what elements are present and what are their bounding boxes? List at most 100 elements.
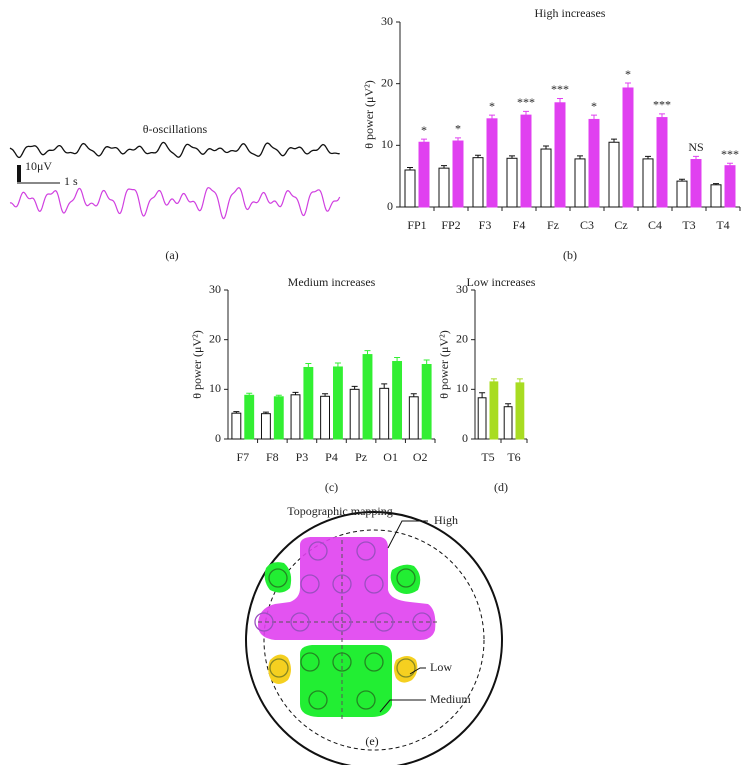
y-axis-label: θ power (μV²) bbox=[437, 330, 451, 398]
bar bbox=[231, 412, 242, 440]
error-bar bbox=[516, 378, 523, 383]
error-bar bbox=[233, 411, 240, 414]
error-bar bbox=[407, 167, 413, 170]
y-axis-label: θ power (μV²) bbox=[362, 80, 376, 148]
bar bbox=[574, 158, 586, 208]
bar bbox=[379, 387, 390, 440]
error-bar bbox=[693, 155, 699, 160]
significance-label: * bbox=[625, 67, 631, 81]
error-bar bbox=[423, 359, 430, 365]
leader-line bbox=[409, 667, 426, 675]
chart-title: Low increases bbox=[467, 275, 536, 289]
y-tick-label: 30 bbox=[456, 282, 468, 296]
x-tick-label: Fz bbox=[547, 218, 559, 232]
x-tick-label: C3 bbox=[580, 218, 594, 232]
y-tick-label: 10 bbox=[209, 381, 221, 395]
bar bbox=[290, 394, 301, 440]
x-tick-label: Pz bbox=[355, 450, 367, 464]
error-bar bbox=[334, 362, 341, 367]
map-label: Medium bbox=[430, 692, 471, 706]
error-bar bbox=[577, 155, 583, 159]
error-bar bbox=[275, 394, 282, 397]
y-tick-label: 30 bbox=[381, 14, 393, 28]
bar bbox=[489, 381, 499, 440]
x-tick-label: F7 bbox=[236, 450, 249, 464]
high-region bbox=[258, 537, 436, 640]
map-label: High bbox=[434, 513, 458, 527]
bar bbox=[421, 364, 432, 440]
significance-label: *** bbox=[653, 98, 671, 112]
bar bbox=[690, 159, 702, 208]
trace-title: θ-oscillations bbox=[143, 122, 208, 136]
y-tick-label: 0 bbox=[215, 431, 221, 445]
x-tick-label: F4 bbox=[513, 218, 526, 232]
eeg-trace bbox=[9, 141, 340, 159]
y-tick-label: 10 bbox=[381, 137, 393, 151]
error-bar bbox=[475, 154, 481, 158]
error-bar bbox=[557, 97, 563, 103]
x-tick-label: P4 bbox=[325, 450, 338, 464]
significance-label: *** bbox=[551, 82, 569, 96]
bar bbox=[477, 397, 487, 440]
panel-label: (b) bbox=[563, 248, 577, 262]
x-tick-label: FP2 bbox=[441, 218, 460, 232]
y-tick-label: 0 bbox=[462, 431, 468, 445]
error-bar bbox=[394, 357, 401, 362]
x-tick-label: T3 bbox=[682, 218, 695, 232]
error-bar bbox=[543, 145, 549, 150]
error-bar bbox=[489, 114, 495, 119]
error-bar bbox=[292, 391, 299, 395]
error-bar bbox=[305, 363, 312, 368]
significance-label: * bbox=[421, 123, 427, 137]
error-bar bbox=[645, 155, 651, 159]
bar bbox=[554, 102, 566, 208]
bar bbox=[404, 169, 416, 208]
x-tick-label: T5 bbox=[481, 450, 494, 464]
x-tick-label: O1 bbox=[383, 450, 398, 464]
bar bbox=[260, 413, 271, 440]
bar bbox=[438, 167, 450, 208]
error-bar bbox=[441, 165, 447, 169]
scale-label: 10μV bbox=[25, 159, 52, 173]
error-bar bbox=[611, 138, 617, 143]
panel-label: (e) bbox=[365, 734, 378, 748]
x-tick-label: T6 bbox=[507, 450, 520, 464]
significance-label: * bbox=[591, 99, 597, 113]
bar bbox=[656, 117, 668, 208]
bar bbox=[622, 87, 634, 208]
bar bbox=[472, 157, 484, 208]
bar bbox=[408, 396, 419, 440]
bar bbox=[608, 141, 620, 208]
y-tick-label: 30 bbox=[209, 282, 221, 296]
bar bbox=[362, 354, 373, 440]
panel-label: (a) bbox=[165, 248, 178, 262]
significance-label: NS bbox=[688, 140, 703, 154]
error-bar bbox=[455, 137, 461, 142]
bar bbox=[506, 157, 518, 208]
bar bbox=[452, 140, 464, 208]
leader-line bbox=[379, 699, 426, 713]
error-bar bbox=[381, 383, 388, 389]
bar bbox=[515, 382, 525, 440]
panel-label: (c) bbox=[325, 480, 338, 494]
leader-line bbox=[387, 520, 428, 549]
error-bar bbox=[727, 162, 733, 166]
bar bbox=[418, 141, 430, 208]
bar bbox=[273, 396, 284, 440]
significance-label: *** bbox=[517, 95, 535, 109]
bar bbox=[320, 395, 330, 440]
bar bbox=[503, 406, 513, 440]
map-title: Topographic mapping bbox=[287, 504, 392, 518]
error-bar bbox=[679, 178, 685, 182]
y-tick-label: 0 bbox=[387, 199, 393, 213]
significance-label: *** bbox=[721, 147, 739, 161]
error-bar bbox=[591, 114, 597, 120]
head-outline bbox=[245, 511, 503, 765]
eeg-trace bbox=[9, 187, 341, 220]
map-label: Low bbox=[430, 660, 452, 674]
bar bbox=[540, 148, 552, 208]
panel-label: (d) bbox=[494, 480, 508, 494]
error-bar bbox=[410, 393, 417, 397]
medium-region bbox=[300, 645, 392, 717]
